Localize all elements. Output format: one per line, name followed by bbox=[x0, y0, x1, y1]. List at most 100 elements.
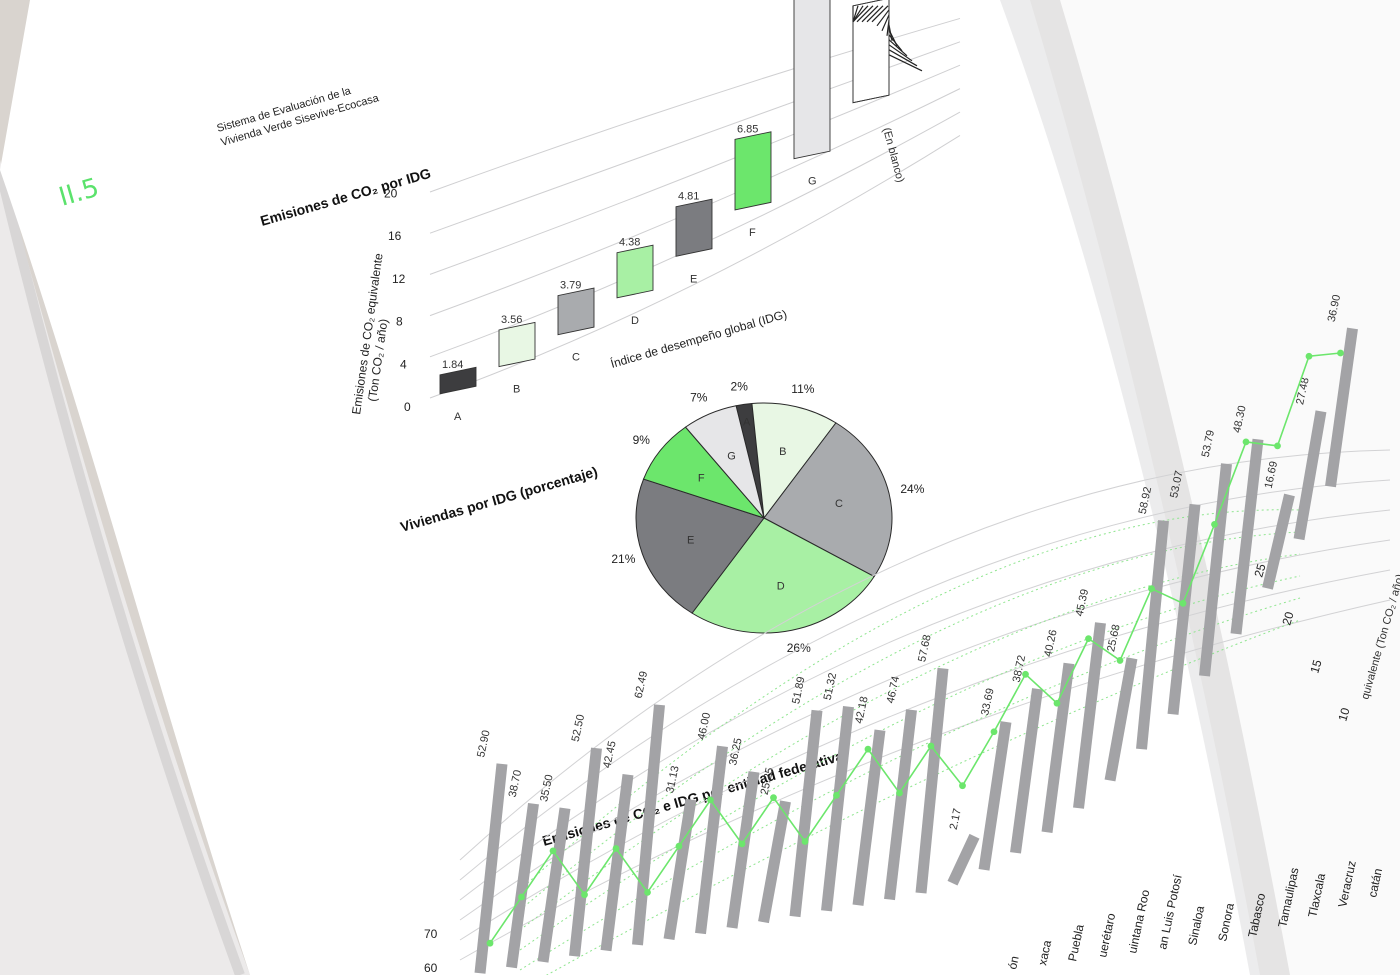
state-bar bbox=[1010, 688, 1043, 854]
right-axis-tick: 25 bbox=[1251, 562, 1268, 579]
idg-point bbox=[486, 939, 494, 947]
state-bar bbox=[1104, 657, 1138, 782]
right-axis-tick: 10 bbox=[1335, 706, 1352, 723]
state-bar-value: 51.89 bbox=[790, 676, 807, 705]
pie-percent-label: 2% bbox=[731, 380, 749, 394]
y-tick-label: 16 bbox=[388, 229, 402, 243]
left-axis-tick: 60 bbox=[424, 961, 438, 975]
idg-point bbox=[707, 796, 714, 804]
bar-value-label: 1.84 bbox=[442, 359, 463, 371]
bar-e bbox=[675, 198, 713, 257]
bar-blank-outline bbox=[852, 0, 890, 104]
idg-point bbox=[1211, 520, 1218, 528]
state-category-label: xaca bbox=[1035, 939, 1054, 967]
idg-point bbox=[864, 745, 872, 753]
state-bar-value: 16.69 bbox=[1263, 460, 1280, 489]
bar-a bbox=[439, 366, 477, 395]
hatch-line bbox=[852, 5, 869, 23]
pie-slice-label: D bbox=[777, 580, 785, 592]
y-tick-label: 0 bbox=[404, 400, 411, 414]
bar-b bbox=[498, 321, 536, 368]
hatch-line bbox=[871, 5, 889, 23]
idg-point bbox=[581, 891, 588, 899]
hatch-line bbox=[856, 5, 874, 23]
state-bar-value: 62.49 bbox=[633, 670, 650, 699]
state-bar-value: 45.39 bbox=[1074, 588, 1091, 617]
idg-point bbox=[1242, 438, 1250, 446]
state-bar bbox=[1293, 410, 1327, 541]
pie-percent-label: 11% bbox=[791, 382, 814, 396]
idg-point bbox=[644, 888, 651, 896]
bar-category-label: G bbox=[808, 176, 817, 188]
state-bar-value: 48.30 bbox=[1231, 405, 1248, 434]
hatch-line bbox=[861, 5, 879, 23]
state-bar-value: 51.32 bbox=[822, 672, 839, 701]
pie-slice-label: C bbox=[835, 498, 843, 510]
pie-percent-label: 26% bbox=[787, 641, 811, 655]
hatch-line bbox=[888, 54, 923, 72]
state-bar bbox=[537, 807, 571, 963]
state-bar-value: 36.90 bbox=[1326, 294, 1343, 323]
state-bar bbox=[474, 763, 508, 974]
bar-value-label: 6.85 bbox=[737, 123, 758, 135]
right-page bbox=[1060, 0, 1400, 975]
state-bar-value: 38.70 bbox=[507, 769, 524, 798]
state-bar-value: 53.79 bbox=[1200, 429, 1217, 458]
state-bar bbox=[884, 709, 917, 901]
hatch-line bbox=[888, 44, 913, 62]
pie-percent-label: 21% bbox=[611, 552, 635, 566]
idg-point bbox=[1179, 599, 1187, 607]
idg-point bbox=[833, 791, 840, 799]
state-bar bbox=[632, 704, 665, 946]
pie-slice-g bbox=[684, 405, 765, 519]
bar-value-label: 4.81 bbox=[678, 191, 699, 203]
state-bar bbox=[947, 833, 980, 886]
state-bar bbox=[758, 800, 791, 924]
dotted-grid-line bbox=[519, 531, 1301, 911]
state-bar bbox=[1073, 622, 1106, 809]
state-bar bbox=[1041, 662, 1075, 833]
idg-point bbox=[959, 782, 966, 790]
idg-point bbox=[1085, 635, 1092, 643]
bar-f bbox=[734, 131, 772, 211]
pie-percent-label: 7% bbox=[690, 391, 708, 405]
idg-point bbox=[1148, 585, 1155, 593]
state-bar bbox=[1199, 463, 1232, 677]
bar-value-label: 4.38 bbox=[619, 237, 640, 249]
pie-slice-label: F bbox=[698, 472, 705, 484]
idg-point bbox=[927, 742, 935, 750]
idg-point bbox=[1116, 657, 1124, 664]
idg-point bbox=[612, 845, 620, 852]
state-bar bbox=[1230, 438, 1264, 635]
left-axis-tick: 70 bbox=[424, 927, 438, 941]
hatch-line bbox=[852, 5, 864, 23]
idg-point bbox=[738, 840, 746, 848]
y-tick-label: 4 bbox=[400, 357, 407, 371]
state-bar-value: 35.50 bbox=[538, 773, 555, 802]
idg-point bbox=[1305, 352, 1313, 360]
state-bar-value: 52.90 bbox=[475, 729, 492, 758]
pie-slice-d bbox=[691, 517, 875, 634]
hatch-line bbox=[876, 9, 890, 27]
page-stack-lines bbox=[0, 168, 245, 975]
pie-slice-c bbox=[763, 422, 893, 578]
hatch-line bbox=[888, 39, 908, 57]
dotted-grid-line bbox=[519, 509, 1301, 891]
left-page bbox=[0, 0, 1260, 975]
idg-point bbox=[990, 728, 998, 736]
idg-point bbox=[896, 789, 903, 797]
bar-value-label: 9.41 bbox=[855, 0, 876, 2]
right-axis-tick: 20 bbox=[1279, 610, 1296, 627]
pie-percent-label: 24% bbox=[900, 482, 924, 496]
bar-d bbox=[616, 244, 654, 299]
state-bar bbox=[695, 745, 728, 935]
state-bar bbox=[506, 802, 539, 969]
pie-slice-label: G bbox=[727, 451, 736, 463]
state-bar-value: 42.45 bbox=[601, 740, 618, 769]
pie-percent-label: 9% bbox=[633, 433, 651, 447]
state-category-label: ón bbox=[1005, 955, 1021, 971]
state-bar bbox=[1136, 520, 1169, 750]
state-bar bbox=[663, 798, 697, 941]
state-bar-value: 53.07 bbox=[1168, 470, 1185, 499]
